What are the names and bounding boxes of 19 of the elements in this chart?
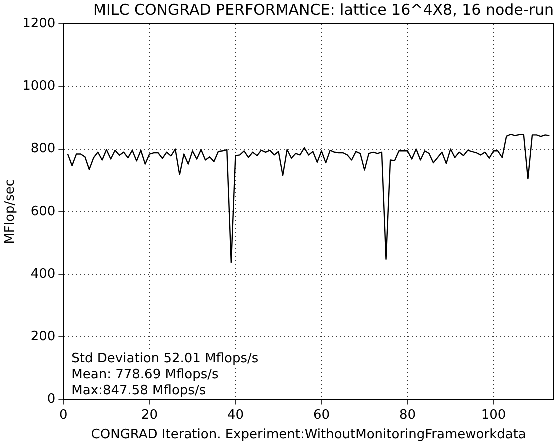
chart-title: MILC CONGRAD PERFORMANCE: lattice 16^4X8, 16 node-run (94, 0, 554, 19)
x-tick-label: 100 (481, 408, 506, 423)
annotation: Max:847.58 Mflops/s (72, 384, 206, 399)
x-axis-title: CONGRAD Iteration. Experiment:WithoutMonitoringFrameworkdata (91, 428, 526, 443)
y-tick-label: 400 (30, 266, 56, 282)
y-tick-label: 1200 (22, 16, 56, 32)
y-axis-title: MFlop/sec (3, 179, 18, 244)
y-tick-label: 1000 (22, 79, 56, 94)
y-tick-label: 800 (30, 142, 56, 157)
y-tick-label: 200 (30, 330, 56, 345)
x-tick-label: 0 (60, 408, 68, 423)
x-tick-label: 60 (313, 408, 330, 423)
x-tick-label: 20 (141, 408, 158, 423)
y-tick-label: 0 (47, 392, 56, 408)
y-tick-label: 600 (30, 204, 56, 220)
annotation: Std Deviation 52.01 Mflops/s (72, 352, 259, 367)
x-tick-label: 40 (227, 408, 244, 423)
x-tick-label: 80 (399, 408, 416, 423)
annotation: Mean: 778.69 Mflops/s (72, 368, 219, 383)
